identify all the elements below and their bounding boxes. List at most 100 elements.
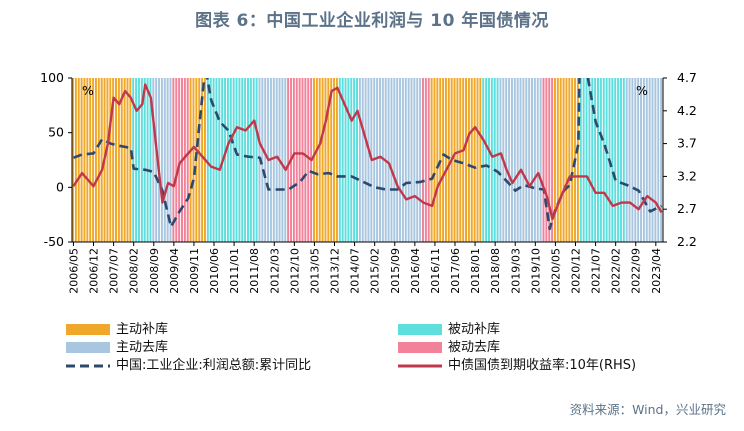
phase-bar	[531, 78, 533, 242]
phase-bar	[356, 78, 358, 242]
x-tick-label: 2022/09	[630, 248, 643, 294]
left-tick-label: 0	[56, 179, 64, 194]
phase-bar	[252, 78, 255, 242]
phase-bar	[482, 78, 485, 242]
x-tick-label: 2016/11	[429, 248, 442, 294]
phase-bar	[129, 78, 132, 242]
phase-bar	[77, 78, 80, 242]
phase-bar	[407, 78, 410, 242]
phase-bar	[89, 78, 92, 242]
phase-bar	[634, 78, 637, 242]
phase-bar	[350, 78, 353, 242]
phase-bar	[467, 78, 470, 242]
phase-bar	[172, 78, 175, 242]
legend-solid-line-icon	[398, 360, 442, 371]
phase-bar	[376, 78, 379, 242]
phase-bar	[120, 78, 123, 242]
profit-growth-line	[72, 78, 663, 231]
phase-bar	[160, 78, 163, 242]
phase-bar	[470, 78, 473, 242]
phase-bar	[571, 78, 574, 242]
x-tick-label: 2019/03	[509, 248, 522, 294]
phase-bar	[232, 78, 235, 242]
phase-bar	[341, 78, 344, 242]
phase-bar	[396, 78, 399, 242]
phase-bar	[304, 78, 307, 242]
phase-bar	[585, 78, 588, 242]
phase-bar	[361, 78, 364, 242]
phase-bar	[401, 78, 404, 242]
phase-bar	[117, 78, 120, 242]
phase-bar	[640, 78, 643, 242]
phase-bar	[287, 78, 290, 242]
phase-bar	[330, 78, 333, 242]
phase-bar	[163, 78, 166, 242]
legend-label: 主动补库	[116, 322, 169, 337]
x-tick-label: 2017/06	[449, 248, 462, 294]
phase-bar	[545, 78, 548, 242]
phase-bar	[100, 78, 103, 242]
phase-bar	[462, 78, 465, 242]
phase-bar	[519, 78, 522, 242]
phase-bar	[321, 78, 324, 242]
phase-bar	[249, 78, 252, 242]
phase-bar	[576, 78, 579, 242]
phase-bar	[625, 78, 628, 242]
left-tick-label: -50	[44, 234, 64, 249]
phase-bar	[126, 78, 129, 242]
phase-bar	[333, 78, 336, 242]
phase-bar	[192, 78, 195, 242]
left-tick-label: 50	[48, 125, 64, 140]
x-tick-label: 2022/02	[610, 248, 623, 294]
phase-bar	[112, 78, 115, 242]
phase-bar	[510, 78, 513, 242]
phase-bar	[487, 78, 490, 242]
phase-bar	[422, 78, 424, 242]
x-tick-label: 2020/05	[549, 248, 562, 294]
phase-bar	[490, 78, 493, 242]
x-tick-label: 2018/08	[489, 248, 502, 294]
phase-bar	[83, 78, 86, 242]
phase-bar	[146, 78, 149, 242]
right-tick-label: 4.7	[677, 70, 697, 85]
phase-bar	[86, 78, 89, 242]
phase-bar	[347, 78, 350, 242]
x-tick-label: 2009/11	[188, 248, 201, 294]
x-tick-label: 2013/12	[329, 248, 342, 294]
phase-bar	[80, 78, 83, 242]
legend-entry-yield-line: 中债国债到期收益率:10年(RHS)	[398, 354, 636, 373]
phase-bar	[315, 78, 318, 242]
phase-bar	[499, 78, 502, 242]
phase-bar	[106, 78, 109, 242]
x-tick-label: 2006/05	[67, 248, 80, 294]
phase-bar	[393, 78, 396, 242]
phase-bar	[97, 78, 100, 242]
phase-bar	[255, 78, 258, 242]
left-tick-label: 100	[40, 70, 64, 85]
x-tick-label: 2012/10	[288, 248, 301, 294]
phase-bar	[318, 78, 321, 242]
phase-bar	[178, 78, 181, 242]
phase-bar	[654, 78, 657, 242]
phase-bar	[115, 78, 118, 242]
left-unit-label: %	[82, 83, 94, 98]
legend-entry-active-restock: 主动补库	[66, 318, 168, 337]
series-lines	[72, 78, 663, 231]
phase-bar	[378, 78, 381, 242]
phase-bar	[617, 78, 620, 242]
phase-bar	[628, 78, 631, 242]
phase-bar	[582, 78, 585, 242]
phase-bar	[292, 78, 295, 242]
phase-bar	[301, 78, 304, 242]
phase-bar	[215, 78, 218, 242]
legend-swatch-passive-destock	[398, 342, 442, 353]
phase-bar	[513, 78, 516, 242]
legend-swatch-active-destock	[66, 342, 110, 353]
bond-yield-line	[72, 83, 663, 221]
phase-bar	[284, 78, 287, 242]
phase-bar	[335, 78, 338, 242]
phase-bar	[209, 78, 212, 242]
phase-bar	[642, 78, 645, 242]
phase-bar	[588, 78, 591, 242]
phase-bar	[433, 78, 436, 242]
